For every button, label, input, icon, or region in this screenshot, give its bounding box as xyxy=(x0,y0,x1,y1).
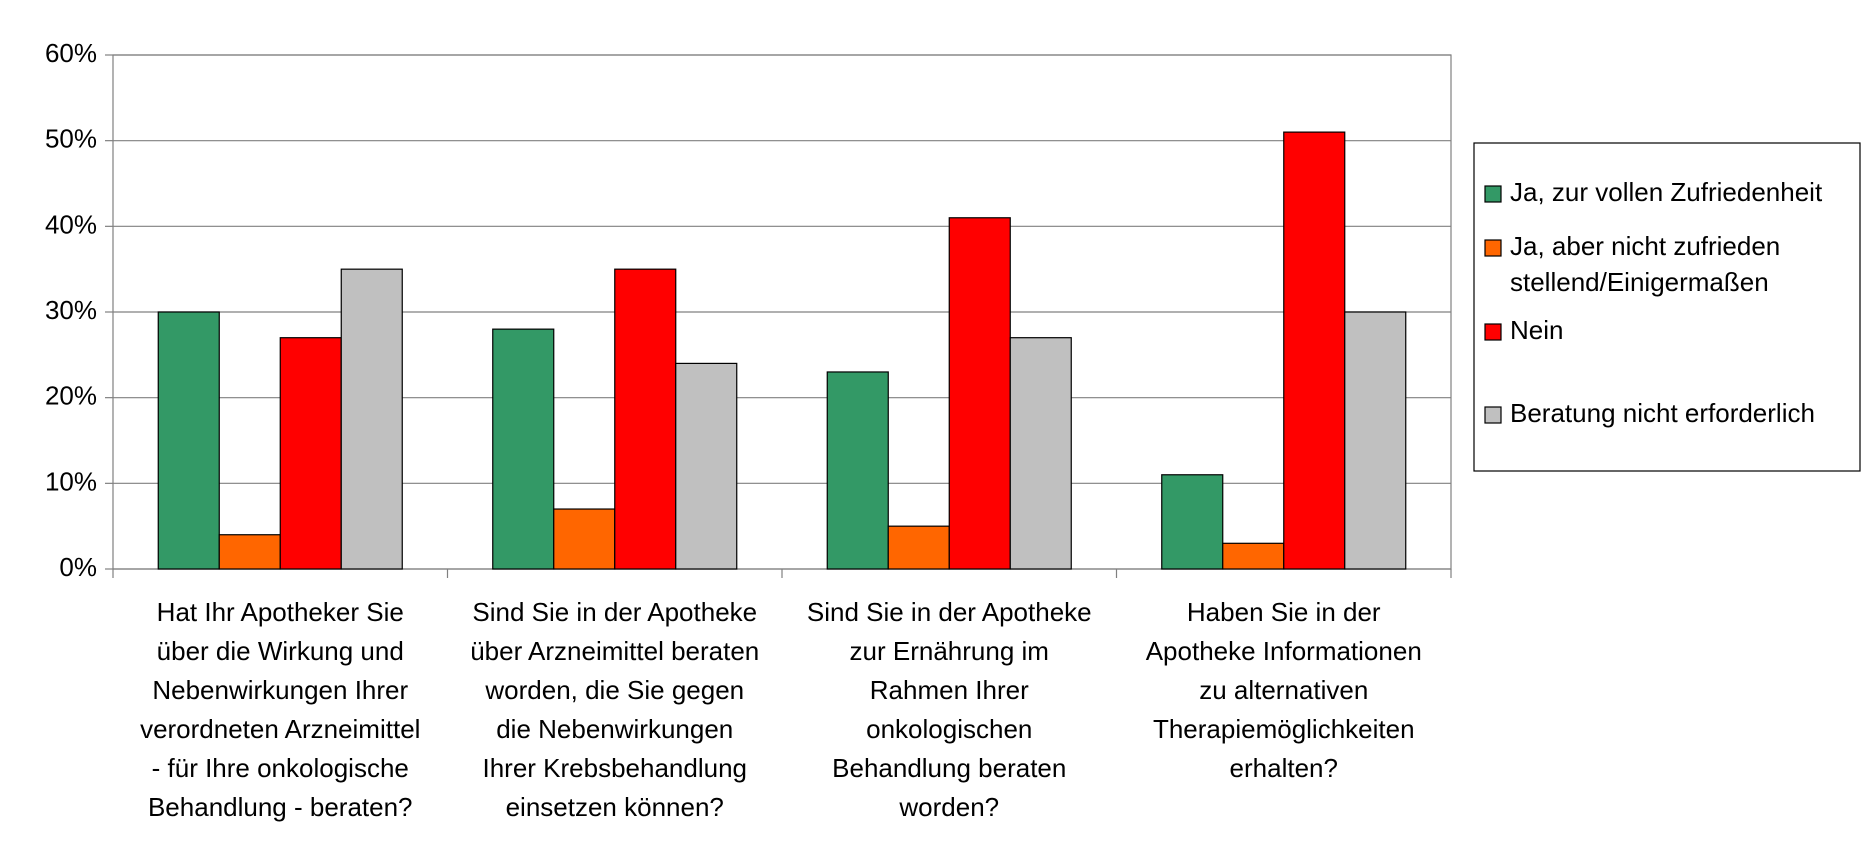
legend-swatch xyxy=(1484,239,1502,257)
legend-label: Nein xyxy=(1510,315,1563,345)
legend-label: Ja, zur vollen Zufriedenheit xyxy=(1510,177,1823,207)
bar xyxy=(553,508,616,570)
y-tick-label: 20% xyxy=(45,381,97,411)
bar xyxy=(157,311,220,570)
legend-label: Ja, aber nicht zufrieden stellend/Einiger… xyxy=(1510,231,1780,297)
bar xyxy=(826,371,889,570)
bar xyxy=(218,534,281,570)
y-tick-label: 30% xyxy=(45,295,97,325)
bar xyxy=(340,268,403,570)
x-tick-label: Haben Sie in der Apotheke Informationen zu… xyxy=(1146,597,1422,783)
bar xyxy=(887,525,950,570)
bar xyxy=(1222,542,1285,570)
legend-swatch xyxy=(1484,185,1502,203)
y-tick-label: 50% xyxy=(45,124,97,154)
bar xyxy=(1283,131,1346,570)
y-tick-label: 0% xyxy=(59,552,97,582)
legend-swatch xyxy=(1484,406,1502,424)
x-tick-label: Sind Sie in der Apotheke zur Ernährung im… xyxy=(807,597,1092,822)
bar xyxy=(1344,311,1407,570)
y-tick-label: 60% xyxy=(45,38,97,68)
y-tick-label: 40% xyxy=(45,209,97,239)
bar xyxy=(1161,474,1224,570)
bar xyxy=(279,337,342,570)
bar xyxy=(1009,337,1072,570)
legend-box xyxy=(1473,142,1861,472)
x-tick-label: Hat Ihr Apotheker Sie über die Wirkung un… xyxy=(140,597,420,822)
legend-label: Beratung nicht erforderlich xyxy=(1510,398,1815,428)
bar xyxy=(614,268,677,570)
y-tick-label: 10% xyxy=(45,466,97,496)
x-tick-label: Sind Sie in der Apotheke über Arzneimitte… xyxy=(470,597,759,822)
bar xyxy=(492,328,555,570)
bar xyxy=(675,362,738,570)
bar xyxy=(948,217,1011,570)
legend-swatch xyxy=(1484,323,1502,341)
